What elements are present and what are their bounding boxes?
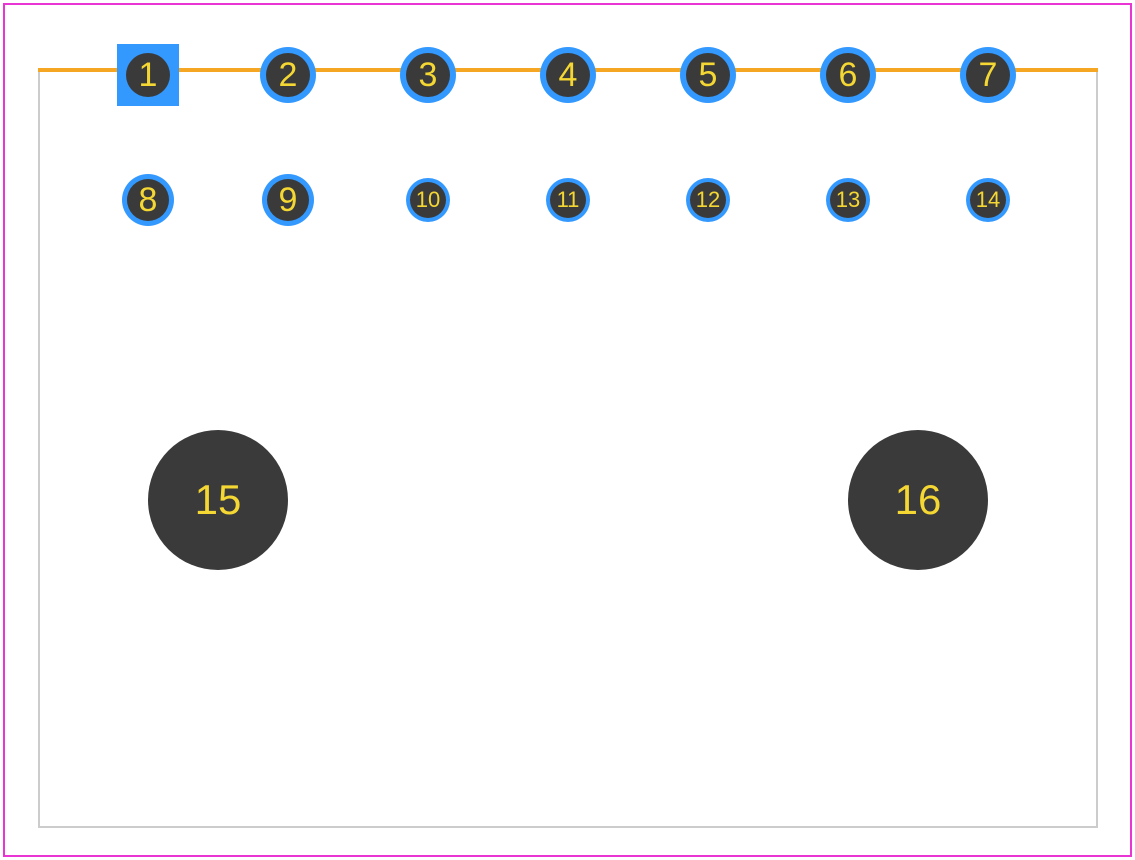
pad-13: 13 — [830, 182, 866, 218]
pad-10: 10 — [410, 182, 446, 218]
pad-8: 8 — [127, 179, 169, 221]
pad-9: 9 — [267, 179, 309, 221]
pad-6: 6 — [826, 53, 870, 97]
pad-5: 5 — [686, 53, 730, 97]
pad-1: 1 — [126, 53, 170, 97]
pad-14: 14 — [970, 182, 1006, 218]
pad-7: 7 — [966, 53, 1010, 97]
large-pad-15: 15 — [148, 430, 288, 570]
pad-12: 12 — [690, 182, 726, 218]
large-pad-16: 16 — [848, 430, 988, 570]
pad-2: 2 — [266, 53, 310, 97]
pad-4: 4 — [546, 53, 590, 97]
pad-11: 11 — [550, 182, 586, 218]
pad-3: 3 — [406, 53, 450, 97]
